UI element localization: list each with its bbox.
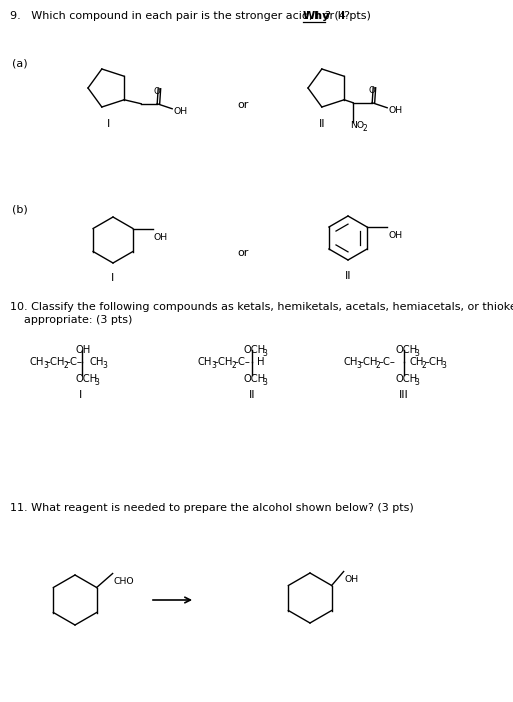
Text: CHO: CHO [114, 576, 134, 585]
Text: 3: 3 [414, 378, 419, 387]
Text: –CH: –CH [46, 357, 65, 367]
Text: OH: OH [388, 106, 402, 114]
Text: –C–: –C– [234, 357, 251, 367]
Text: I: I [106, 119, 110, 129]
Text: III: III [399, 390, 409, 400]
Text: 2: 2 [63, 361, 68, 370]
Text: 11. What reagent is needed to prepare the alcohol shown below? (3 pts): 11. What reagent is needed to prepare th… [10, 503, 414, 513]
Text: II: II [249, 390, 255, 400]
Text: I: I [111, 273, 114, 283]
Text: CH: CH [343, 357, 358, 367]
Text: –C–: –C– [66, 357, 83, 367]
Text: OH: OH [173, 107, 187, 116]
Text: Why: Why [303, 11, 330, 21]
Text: 9.   Which compound in each pair is the stronger acid, I or II?: 9. Which compound in each pair is the st… [10, 11, 353, 21]
Text: 3: 3 [262, 378, 267, 387]
Text: –CH: –CH [214, 357, 233, 367]
Text: CH: CH [30, 357, 45, 367]
Text: CH: CH [89, 357, 104, 367]
Text: II: II [345, 271, 351, 281]
Text: OCH: OCH [243, 374, 265, 384]
Text: –CH: –CH [425, 357, 444, 367]
Text: 3: 3 [441, 361, 446, 370]
Text: OH: OH [154, 232, 168, 241]
Text: 3: 3 [356, 361, 361, 370]
Text: appropriate: (3 pts): appropriate: (3 pts) [24, 315, 132, 325]
Text: –C–: –C– [379, 357, 396, 367]
Text: (a): (a) [12, 58, 28, 68]
Text: (b): (b) [12, 205, 28, 215]
Text: OH: OH [345, 574, 359, 583]
Text: or: or [238, 248, 249, 258]
Text: O: O [369, 86, 376, 95]
Text: OCH: OCH [395, 374, 417, 384]
Text: NO: NO [350, 121, 364, 130]
Text: –CH: –CH [359, 357, 379, 367]
Text: OCH: OCH [75, 374, 97, 384]
Text: 2: 2 [422, 361, 427, 370]
Text: 3: 3 [414, 349, 419, 358]
Text: O: O [154, 87, 161, 95]
Text: 3: 3 [262, 349, 267, 358]
Text: 3: 3 [94, 378, 99, 387]
Text: 2: 2 [231, 361, 236, 370]
Text: OCH: OCH [243, 345, 265, 355]
Text: 3: 3 [43, 361, 48, 370]
Text: or: or [238, 100, 249, 110]
Text: 2: 2 [362, 124, 367, 133]
Text: ? (4 pts): ? (4 pts) [325, 11, 371, 21]
Text: II: II [319, 119, 325, 129]
Text: OCH: OCH [395, 345, 417, 355]
Text: OH: OH [75, 345, 90, 355]
Text: CH: CH [409, 357, 423, 367]
Text: 3: 3 [211, 361, 216, 370]
Text: OH: OH [388, 231, 402, 240]
Text: 10. Classify the following compounds as ketals, hemiketals, acetals, hemiacetals: 10. Classify the following compounds as … [10, 302, 513, 312]
Text: 2: 2 [376, 361, 381, 370]
Text: H: H [257, 357, 265, 367]
Text: I: I [78, 390, 82, 400]
Text: CH: CH [198, 357, 212, 367]
Text: 3: 3 [102, 361, 107, 370]
